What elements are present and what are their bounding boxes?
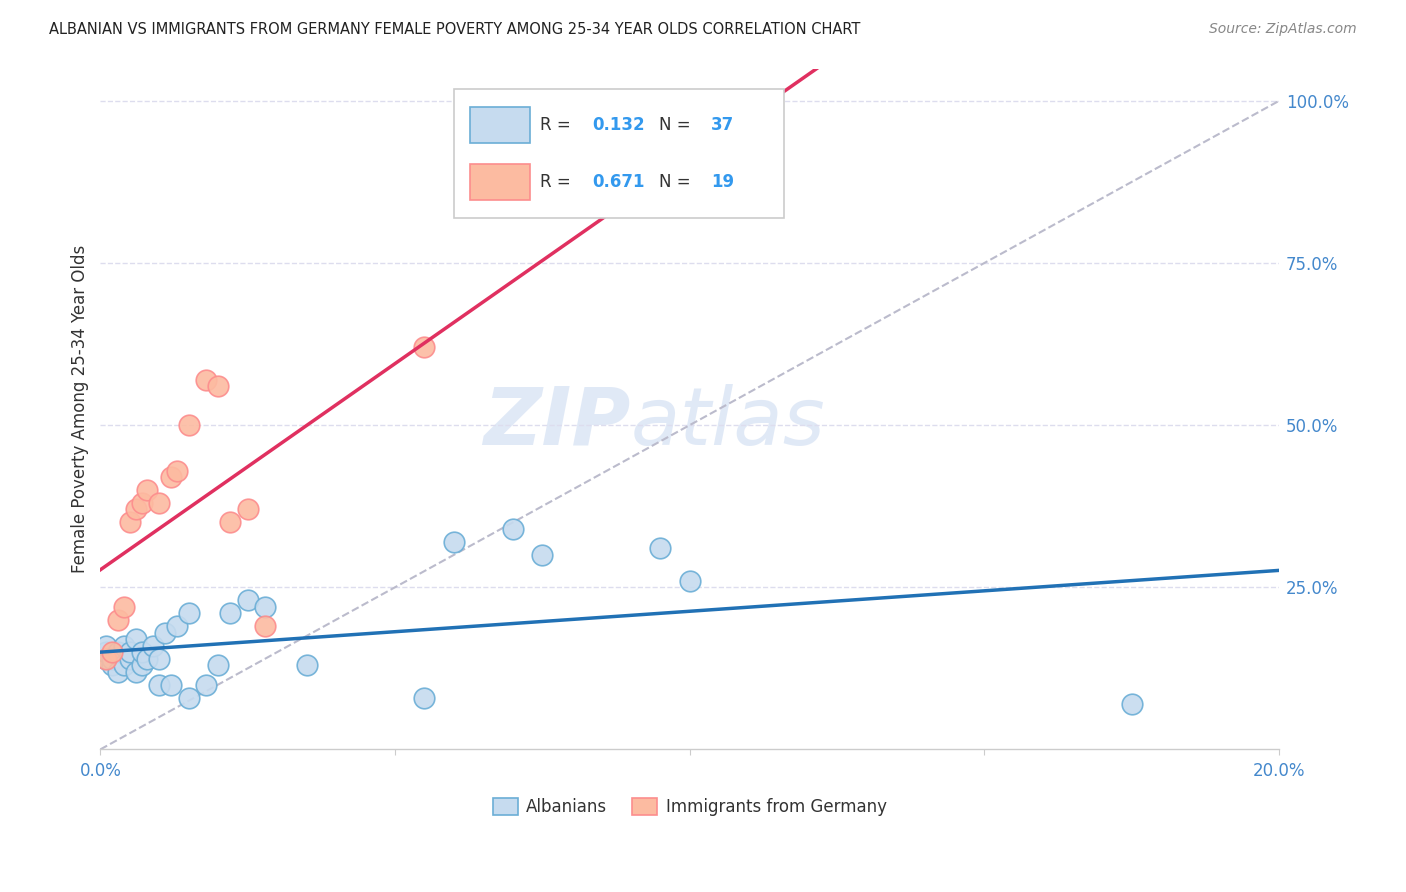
Point bbox=[153, 625, 176, 640]
Point bbox=[148, 677, 170, 691]
Point bbox=[107, 665, 129, 679]
Point bbox=[295, 658, 318, 673]
Point bbox=[160, 470, 183, 484]
Point bbox=[131, 645, 153, 659]
Point bbox=[112, 599, 135, 614]
Point bbox=[107, 613, 129, 627]
Point bbox=[118, 516, 141, 530]
Point bbox=[195, 373, 218, 387]
Point bbox=[112, 639, 135, 653]
Point bbox=[125, 502, 148, 516]
Point bbox=[148, 651, 170, 665]
Point bbox=[650, 541, 672, 556]
Point bbox=[1121, 697, 1143, 711]
Point bbox=[236, 593, 259, 607]
Point bbox=[160, 677, 183, 691]
Point bbox=[136, 651, 159, 665]
Point bbox=[219, 516, 242, 530]
Point bbox=[136, 483, 159, 497]
Text: atlas: atlas bbox=[631, 384, 825, 461]
Point bbox=[148, 496, 170, 510]
Text: ZIP: ZIP bbox=[484, 384, 631, 461]
Point bbox=[101, 658, 124, 673]
Y-axis label: Female Poverty Among 25-34 Year Olds: Female Poverty Among 25-34 Year Olds bbox=[72, 244, 89, 573]
Point bbox=[96, 651, 118, 665]
Point bbox=[177, 606, 200, 620]
Point bbox=[96, 651, 118, 665]
Point bbox=[413, 690, 436, 705]
Point bbox=[112, 658, 135, 673]
Point bbox=[96, 639, 118, 653]
Point bbox=[254, 599, 277, 614]
Point bbox=[219, 606, 242, 620]
Point bbox=[531, 548, 554, 562]
Point bbox=[620, 191, 643, 205]
Text: ALBANIAN VS IMMIGRANTS FROM GERMANY FEMALE POVERTY AMONG 25-34 YEAR OLDS CORRELA: ALBANIAN VS IMMIGRANTS FROM GERMANY FEMA… bbox=[49, 22, 860, 37]
Point bbox=[142, 639, 165, 653]
Point bbox=[131, 496, 153, 510]
Point bbox=[443, 534, 465, 549]
Text: Source: ZipAtlas.com: Source: ZipAtlas.com bbox=[1209, 22, 1357, 37]
Point bbox=[118, 645, 141, 659]
Point bbox=[678, 574, 700, 588]
Point bbox=[207, 379, 229, 393]
Point bbox=[502, 522, 524, 536]
Point bbox=[125, 632, 148, 647]
Point bbox=[96, 645, 118, 659]
Point bbox=[125, 665, 148, 679]
Point bbox=[207, 658, 229, 673]
Point bbox=[195, 677, 218, 691]
Point bbox=[101, 651, 124, 665]
Point bbox=[166, 619, 188, 633]
Legend: Albanians, Immigrants from Germany: Albanians, Immigrants from Germany bbox=[486, 791, 893, 822]
Point bbox=[166, 464, 188, 478]
Point bbox=[177, 690, 200, 705]
Point bbox=[118, 651, 141, 665]
Point bbox=[177, 418, 200, 433]
Point bbox=[101, 645, 124, 659]
Point bbox=[107, 645, 129, 659]
Point bbox=[254, 619, 277, 633]
Point bbox=[131, 658, 153, 673]
Point bbox=[413, 340, 436, 354]
Point bbox=[236, 502, 259, 516]
